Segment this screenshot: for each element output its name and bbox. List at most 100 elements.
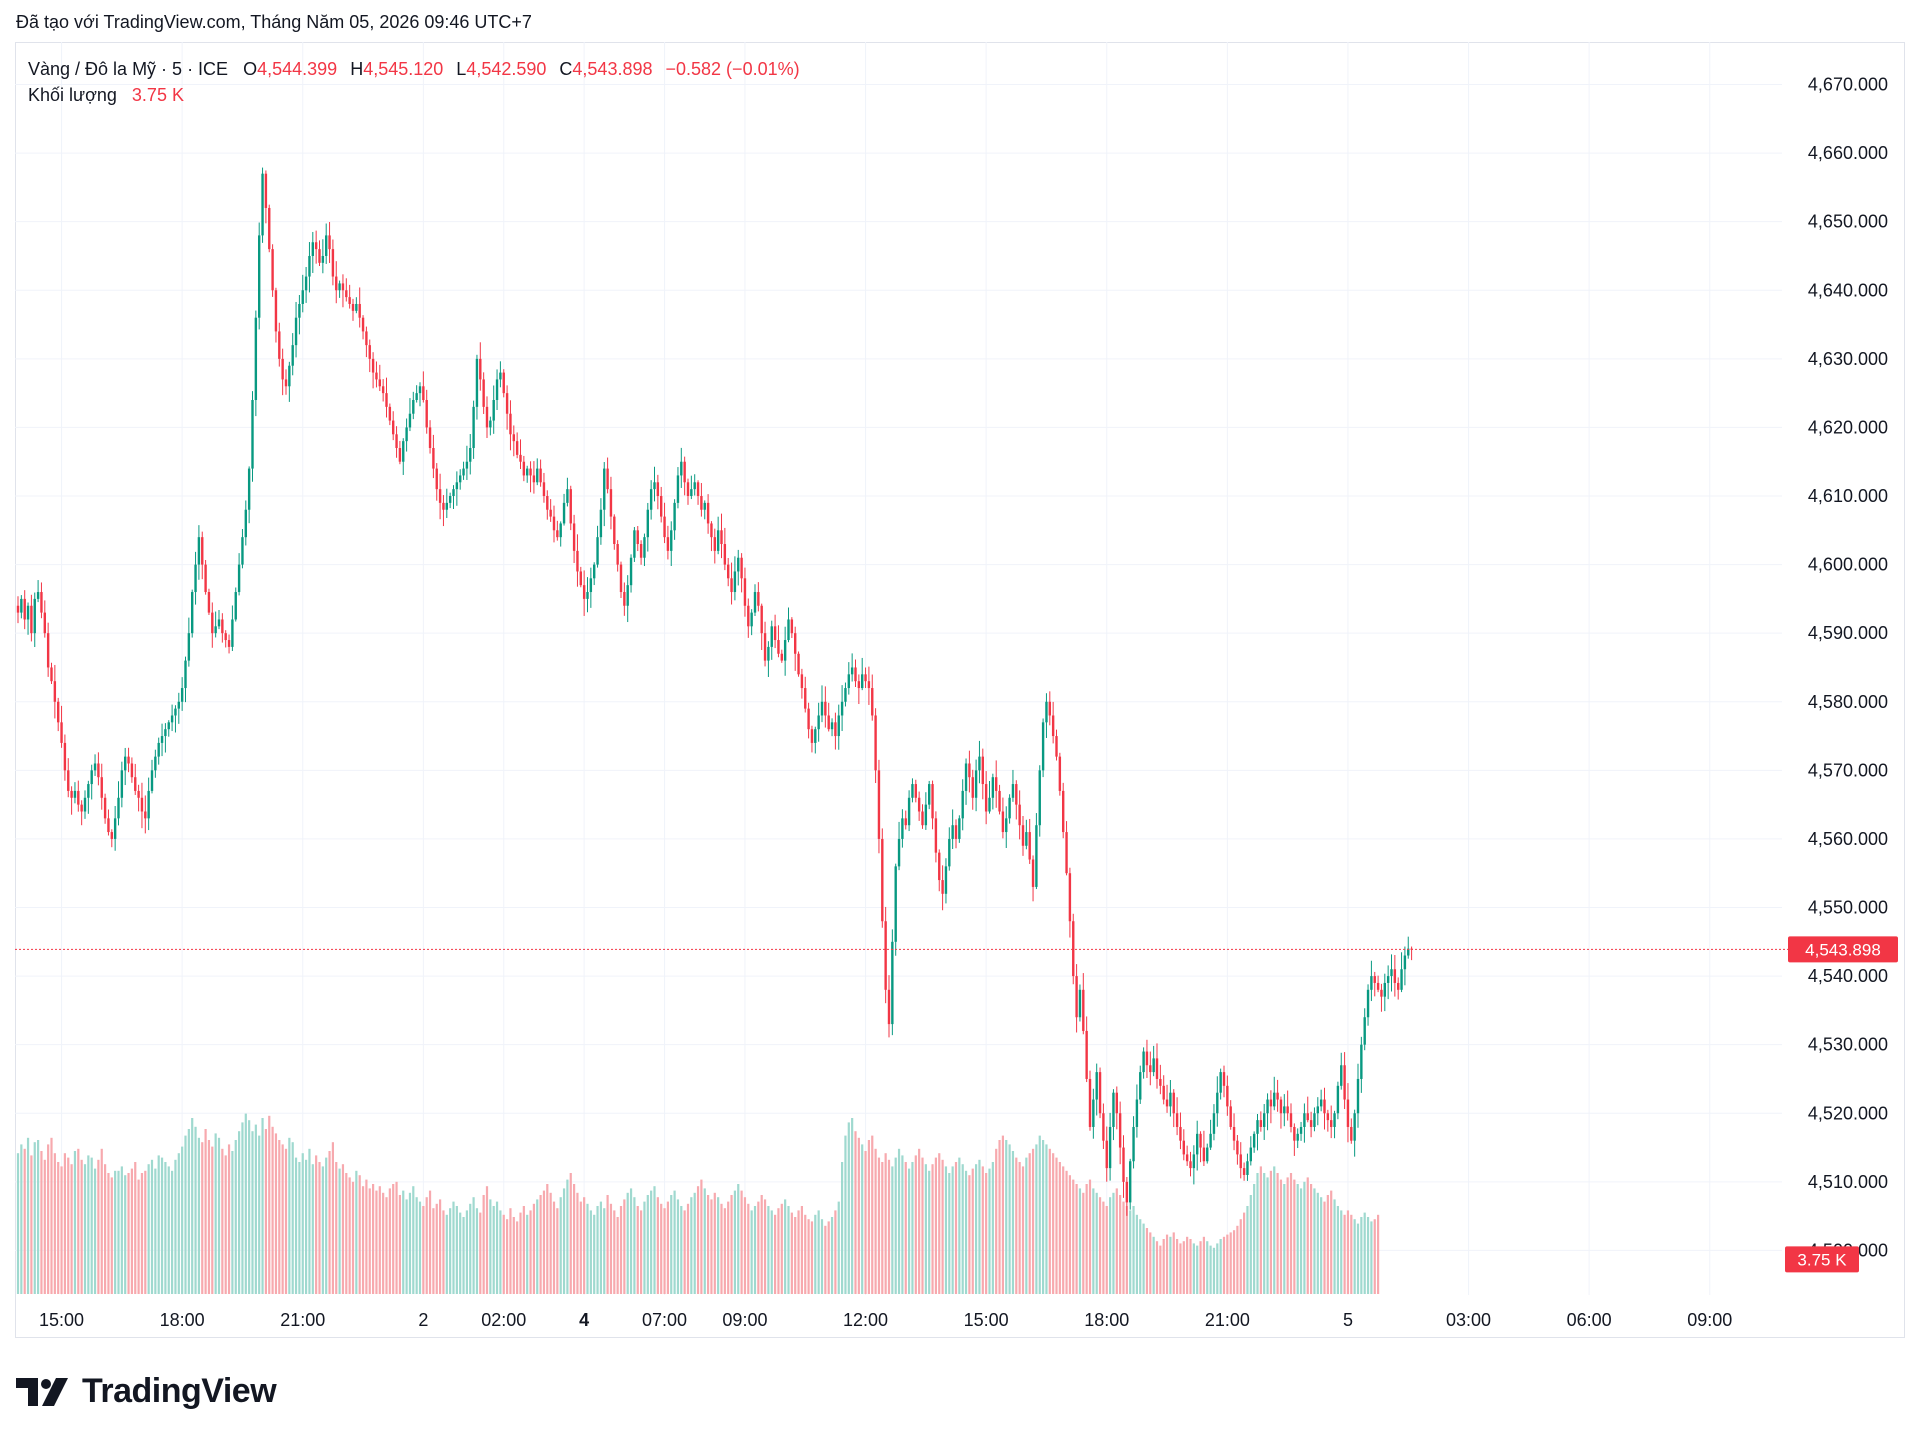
volume-bar	[341, 1164, 345, 1294]
candle	[170, 704, 174, 732]
candle	[1370, 960, 1373, 1002]
volume-bar	[154, 1168, 157, 1294]
candle	[790, 617, 794, 638]
volume-bar	[83, 1164, 87, 1294]
candle	[335, 261, 338, 304]
candle	[603, 462, 606, 527]
volume-bar	[294, 1157, 298, 1294]
x-tick-label: 15:00	[39, 1310, 84, 1330]
volume-bar	[1370, 1221, 1373, 1294]
volume-bar	[1139, 1219, 1142, 1294]
volume-bar	[1125, 1206, 1128, 1294]
candle-body	[938, 852, 941, 881]
candle	[914, 779, 917, 803]
volume-bar	[150, 1159, 154, 1294]
candle	[67, 758, 70, 798]
candle	[40, 582, 43, 619]
candle	[589, 567, 593, 608]
candle	[757, 582, 760, 612]
candle-body	[459, 475, 462, 483]
candle	[1313, 1107, 1316, 1132]
candle-body	[298, 303, 301, 318]
volume-bar	[1169, 1236, 1172, 1294]
ohlc-row: Vàng / Đô la Mỹ · 5 · ICE O4,544.399 H4,…	[28, 56, 808, 82]
volume-bar	[854, 1131, 857, 1294]
candle-body	[1209, 1133, 1212, 1148]
volume-bar	[690, 1197, 693, 1294]
volume-bar	[693, 1192, 696, 1294]
volume-bar	[1350, 1214, 1353, 1294]
candle	[73, 782, 77, 804]
candle	[1182, 1129, 1185, 1161]
volume-bar	[1162, 1239, 1165, 1294]
candle-body	[800, 674, 804, 689]
volume-bar	[1078, 1188, 1082, 1294]
volume-bar	[740, 1190, 743, 1294]
volume-bar	[1155, 1241, 1159, 1294]
time-axis[interactable]: 15:00 18:00 21:00 2 02:00 4 07:00 09:00 12:00 15:…	[39, 1310, 1732, 1330]
candle-body	[160, 736, 164, 743]
candle	[1286, 1090, 1289, 1121]
volume-label[interactable]: Khối lượng	[28, 85, 117, 105]
candle	[743, 567, 747, 617]
candle-body	[700, 496, 703, 510]
candle	[737, 549, 740, 586]
close-label: C	[559, 59, 573, 79]
volume-bar	[1192, 1243, 1195, 1294]
volume-bar	[763, 1199, 767, 1294]
candle-body	[522, 461, 526, 476]
volume-bar	[998, 1140, 1001, 1294]
price-axis[interactable]: 4,500.0004,510.0004,520.0004,530.0004,54…	[1808, 75, 1888, 1261]
volume-bar	[1366, 1217, 1370, 1294]
volume-bar	[372, 1184, 375, 1294]
candle	[864, 667, 867, 688]
volume-bar	[455, 1206, 458, 1294]
volume-bar	[934, 1157, 937, 1294]
candle	[1380, 983, 1383, 1012]
candle-body	[1236, 1140, 1239, 1155]
volume-bar	[298, 1162, 301, 1294]
candle-body	[562, 502, 566, 524]
candle	[847, 662, 850, 695]
candle-body	[351, 303, 355, 311]
volume-bar	[104, 1164, 107, 1294]
volume-bar	[1330, 1190, 1333, 1294]
volume-bar	[1182, 1241, 1185, 1294]
candle-body	[914, 784, 917, 798]
candle	[304, 266, 308, 303]
candle	[144, 795, 147, 834]
volume-bar	[800, 1206, 803, 1294]
volume-bar	[325, 1157, 328, 1294]
volume-bar	[613, 1210, 616, 1294]
volume-bar	[1021, 1166, 1025, 1294]
candle-body	[1330, 1120, 1333, 1127]
candle-body	[462, 468, 465, 476]
volume-bar	[961, 1164, 964, 1294]
volume-bar	[676, 1199, 680, 1294]
tradingview-logo[interactable]: TradingView	[16, 1372, 277, 1411]
candle-body	[877, 770, 881, 839]
volume-bar	[1226, 1234, 1229, 1294]
y-tick-label: 4,640.000	[1808, 280, 1888, 300]
candle-body	[80, 804, 83, 812]
candle	[87, 780, 90, 814]
symbol-label[interactable]: Vàng / Đô la Mỹ · 5 · ICE	[28, 59, 229, 79]
candle-body	[378, 379, 381, 387]
volume-bar	[1035, 1144, 1038, 1294]
x-tick-label: 12:00	[843, 1310, 888, 1330]
volume-bar	[321, 1166, 324, 1294]
volume-bar	[63, 1153, 66, 1294]
candle	[1222, 1065, 1226, 1098]
candle	[1132, 1116, 1135, 1169]
candle	[103, 793, 107, 824]
candle-body	[1229, 1106, 1232, 1127]
volume-bar	[1320, 1197, 1323, 1294]
y-tick-label: 4,660.000	[1808, 143, 1888, 163]
candle-body	[469, 448, 472, 462]
candle-body	[187, 633, 191, 661]
candle	[1336, 1081, 1340, 1120]
candle	[1309, 1111, 1313, 1138]
y-tick-label: 4,590.000	[1808, 623, 1888, 643]
candle	[318, 240, 321, 267]
